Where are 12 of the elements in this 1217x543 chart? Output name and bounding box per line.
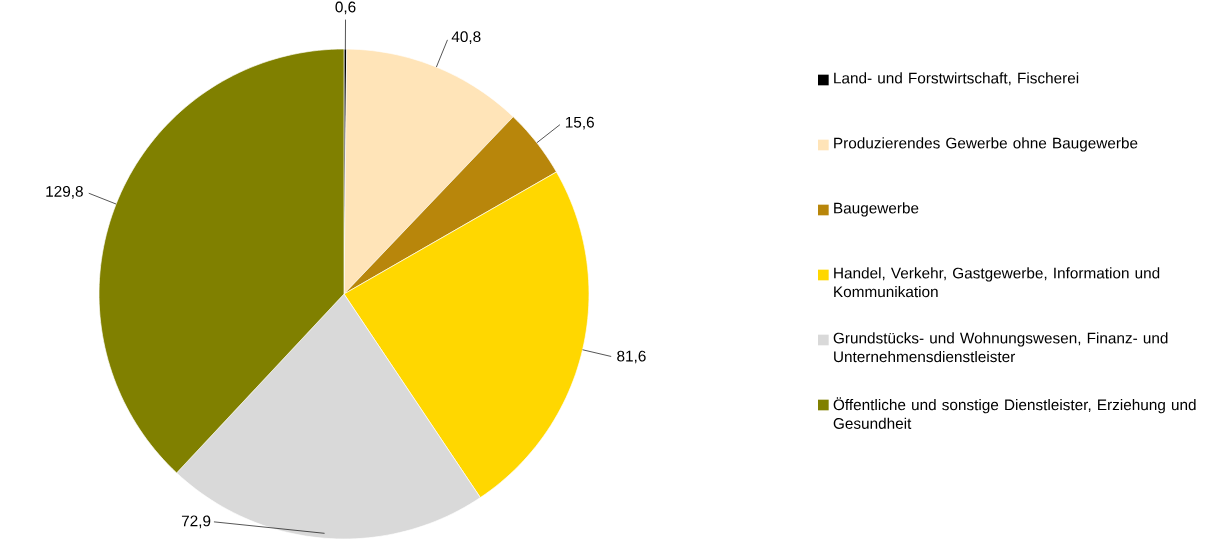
legend-label: Baugewerbe bbox=[834, 202, 919, 217]
legend-label: Handel, Verkehr, Gastgewerbe, Information und Kommunikation bbox=[834, 267, 1160, 298]
data-label: 15,6 bbox=[565, 116, 594, 130]
legend-label: Öffentliche und sonstige Dienstleister, Erziehung und Gesundheit bbox=[833, 397, 1196, 429]
data-label: 0,6 bbox=[335, 1, 356, 15]
legend-label: Land- und Forstwirtschaft, Fischerei bbox=[834, 72, 1079, 86]
data-label: 72,9 bbox=[181, 515, 211, 529]
data-label: 40,8 bbox=[451, 31, 481, 44]
data-label: 129,8 bbox=[46, 185, 83, 199]
legend-label: Produzierendes Gewerbe ohne Baugewerbe bbox=[834, 137, 1138, 152]
legend-label: Grundstücks- und Wohnungswesen, Finanz- und Unternehmensdienstleister bbox=[833, 332, 1168, 363]
data-label: 81,6 bbox=[617, 350, 646, 364]
